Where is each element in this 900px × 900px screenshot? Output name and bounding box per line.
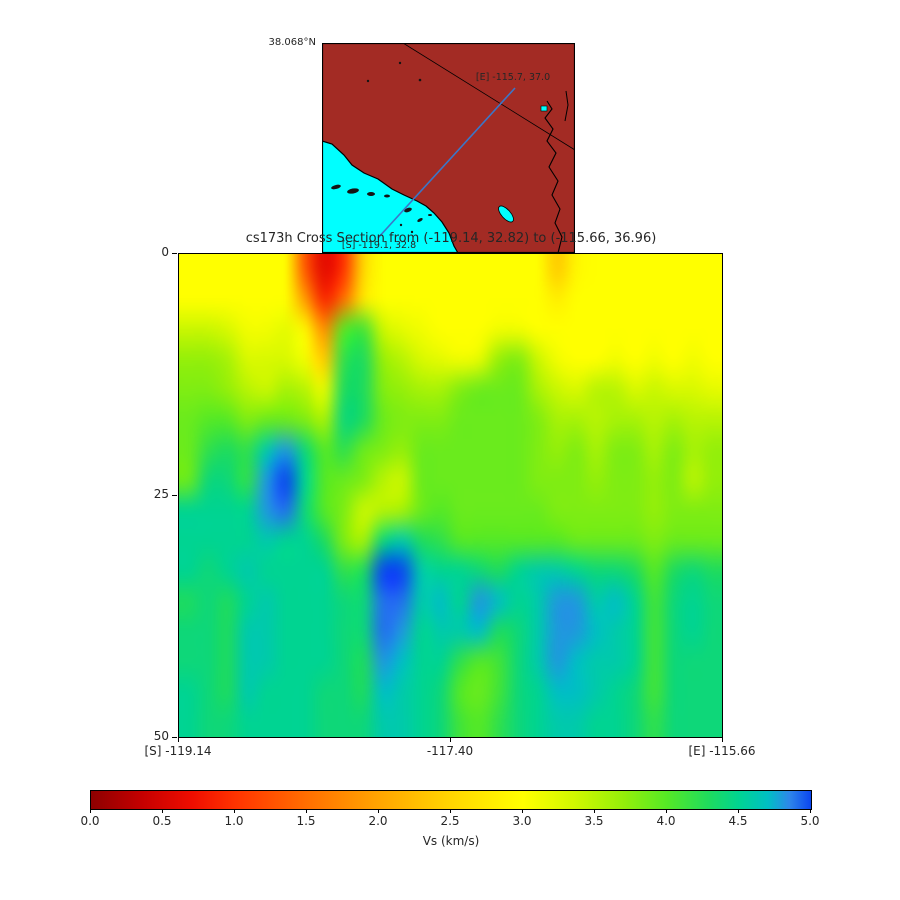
section-end-label: [E] -115.7, 37.0 [476, 72, 550, 83]
section-start-label: [S] -119.1, 32.8 [342, 240, 416, 251]
x-axis-tick-label: [E] -115.66 [688, 744, 756, 758]
y-axis-tick-label: 25 [153, 487, 169, 501]
plot-title: cs173h Cross Section from (-119.14, 32.8… [245, 231, 657, 246]
cross-section-plot [178, 253, 723, 738]
colorbar-tickmark [521, 809, 523, 813]
map-river-upper-branch [564, 90, 569, 122]
x-axis-tickmark [721, 737, 723, 742]
cross-section-path-line [377, 87, 516, 239]
map-channel-islands [331, 184, 432, 234]
y-axis-tick-label: 0 [161, 245, 169, 259]
colorbar-tick-label: 5.0 [800, 814, 820, 828]
colorbar-tick-label: 0.5 [152, 814, 172, 828]
cross-section-heatmap-canvas [179, 254, 722, 737]
x-axis-tickmark [449, 737, 451, 742]
map-river-lake [540, 105, 548, 112]
x-axis-tick-label: -117.40 [426, 744, 474, 758]
x-axis-tick-label: [S] -119.14 [144, 744, 212, 758]
map-north-latitude-label: 38.068°N [268, 37, 316, 48]
colorbar-tick-label: 4.5 [728, 814, 748, 828]
map-colorado-river [544, 100, 563, 254]
colorbar-tick-label: 1.5 [296, 814, 316, 828]
y-axis-tickmark [172, 494, 177, 496]
y-axis-tickmark [172, 252, 177, 254]
colorbar-tickmark [89, 809, 91, 813]
colorbar-tickmark [737, 809, 739, 813]
map-salton-sea [498, 205, 514, 223]
colorbar-tickmark [377, 809, 379, 813]
colorbar [90, 790, 812, 810]
colorbar-tick-label: 3.0 [512, 814, 532, 828]
colorbar-tick-label: 1.0 [224, 814, 244, 828]
colorbar-tickmark [809, 809, 811, 813]
x-axis-tickmark [177, 737, 179, 742]
colorbar-tickmark [665, 809, 667, 813]
colorbar-tickmark [161, 809, 163, 813]
colorbar-tickmark [305, 809, 307, 813]
y-axis-tickmark [172, 736, 177, 738]
colorbar-tick-label: 2.5 [440, 814, 460, 828]
colorbar-tick-label: 3.5 [584, 814, 604, 828]
colorbar-tickmark [449, 809, 451, 813]
colorbar-label: Vs (km/s) [422, 834, 480, 848]
y-axis-tick-label: 50 [153, 729, 169, 743]
colorbar-tickmark [593, 809, 595, 813]
inset-map: [S] -119.1, 32.8 [E] -115.7, 37.0 [321, 42, 576, 254]
map-coastline [321, 140, 459, 254]
colorbar-tick-label: 0.0 [80, 814, 100, 828]
colorbar-tick-label: 2.0 [368, 814, 388, 828]
colorbar-tick-label: 4.0 [656, 814, 676, 828]
colorbar-tickmark [233, 809, 235, 813]
map-frame [321, 42, 576, 254]
map-ocean [322, 141, 458, 253]
map-small-lakes [366, 61, 422, 83]
map-state-border-line [402, 42, 576, 151]
